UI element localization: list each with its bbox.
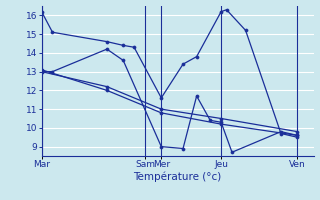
X-axis label: Température (°c): Température (°c) [133,172,222,182]
